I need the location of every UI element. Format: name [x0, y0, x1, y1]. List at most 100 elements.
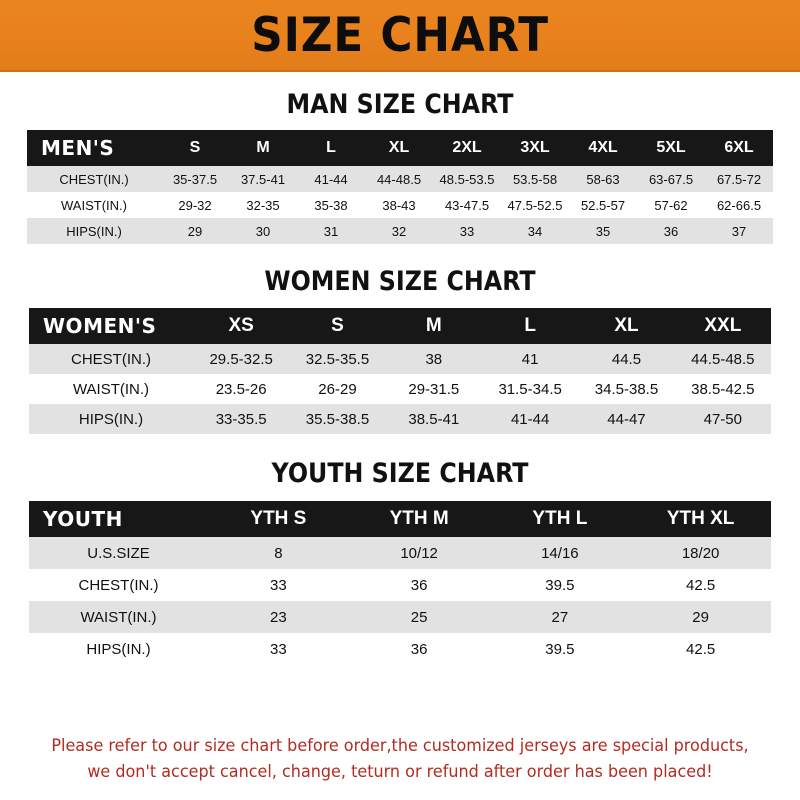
man-measurement-value: 63-67.5 — [648, 171, 694, 187]
man-size-column-header: 6XL — [724, 139, 754, 156]
man-measurement-value: 33 — [459, 223, 475, 239]
man-measurement-value: 32-35 — [246, 197, 280, 213]
youth-measurement-value: 14/16 — [541, 544, 579, 562]
youth-measurement-value: 27 — [551, 608, 569, 626]
youth-measurement-value: 29 — [692, 608, 709, 626]
youth-size-column-header: YTH L — [532, 508, 588, 529]
youth-measurement-value: 10/12 — [400, 544, 438, 562]
women-measurement-value: 41-44 — [510, 410, 550, 428]
man-measurement-value: 31 — [323, 223, 339, 239]
man-table-corner-label: MEN'S — [41, 136, 115, 160]
man-measurement-value: 34 — [527, 223, 543, 239]
men-size-table: MEN'S S M L XL 2XL 3XL 4XL 5XL 6XL CHEST(IN.) 35-3… — [27, 130, 773, 244]
youth-measurement-value: 8 — [274, 544, 283, 562]
man-measurement-value: 29-32 — [178, 197, 212, 213]
man-measurement-value: 32 — [391, 223, 407, 239]
man-measurement-value: 37 — [731, 223, 747, 239]
table-row: WAIST(IN.) 23.5-26 26-29 29-31.5 31.5-34.5 34… — [29, 374, 771, 404]
man-measurement-value: 37.5-41 — [240, 171, 286, 187]
youth-measurement-value: 39.5 — [545, 640, 575, 658]
women-size-column-header: XXL — [704, 315, 742, 336]
youth-table-corner-label: YOUTH — [43, 507, 123, 531]
youth-measurement-label: HIPS(IN.) — [86, 640, 151, 658]
youth-header-row: YOUTH YTH S YTH M YTH L YTH XL — [29, 501, 771, 537]
youth-size-column-header: YTH XL — [666, 508, 735, 529]
youth-measurement-label: WAIST(IN.) — [80, 608, 157, 626]
table-row: U.S.SIZE 8 10/12 14/16 18/20 — [29, 537, 771, 569]
women-section-title: WOMEN SIZE CHART — [264, 266, 536, 297]
man-measurement-value: 44-48.5 — [376, 171, 422, 187]
youth-measurement-label: CHEST(IN.) — [78, 576, 159, 594]
women-size-column-header: XL — [614, 315, 639, 336]
man-measurement-value: 58-63 — [586, 171, 620, 187]
table-row: WAIST(IN.) 23 25 27 29 — [29, 601, 771, 633]
women-measurement-value: 38.5-41 — [408, 410, 460, 428]
youth-section-title: YOUTH SIZE CHART — [271, 458, 529, 489]
order-policy-note: Please refer to our size chart before or… — [12, 733, 788, 786]
youth-measurement-value: 36 — [410, 640, 428, 658]
women-measurement-value: 23.5-26 — [215, 380, 267, 398]
women-measurement-value: 44-47 — [607, 410, 646, 428]
table-row: HIPS(IN.) 33-35.5 35.5-38.5 38.5-41 41-44 44-… — [29, 404, 771, 434]
size-chart-banner: SIZE CHART — [0, 0, 800, 72]
women-table-corner-label: WOMEN'S — [43, 314, 157, 338]
man-measurement-label: HIPS(IN.) — [66, 223, 122, 239]
man-measurement-value: 48.5-53.5 — [439, 171, 495, 187]
youth-size-column-header: YTH M — [389, 508, 449, 529]
women-table-body: CHEST(IN.) 29.5-32.5 32.5-35.5 38 41 44.5 44.5… — [29, 344, 771, 434]
man-measurement-value: 41-44 — [314, 171, 348, 187]
table-row: CHEST(IN.) 33 36 39.5 42.5 — [29, 569, 771, 601]
man-measurement-value: 52.5-57 — [580, 197, 626, 213]
women-measurement-value: 32.5-35.5 — [305, 350, 370, 368]
youth-size-column-header: YTH S — [250, 508, 307, 529]
man-size-column-header: 5XL — [656, 139, 686, 156]
youth-measurement-value: 36 — [410, 576, 428, 594]
youth-table-header: YOUTH YTH S YTH M YTH L YTH XL — [29, 501, 771, 537]
table-row: CHEST(IN.) 35-37.5 37.5-41 41-44 44-48.5 48.5… — [27, 166, 773, 192]
women-measurement-value: 29.5-32.5 — [209, 350, 273, 368]
youth-measurement-value: 42.5 — [686, 576, 716, 594]
women-measurement-value: 41 — [521, 350, 539, 368]
man-size-column-header: 4XL — [588, 139, 618, 156]
man-measurement-value: 35-37.5 — [172, 171, 218, 187]
women-measurement-value: 35.5-38.5 — [305, 410, 370, 428]
youth-measurement-value: 39.5 — [545, 576, 575, 594]
man-measurement-value: 35 — [595, 223, 611, 239]
man-measurement-label: CHEST(IN.) — [59, 171, 129, 187]
women-measurement-value: 38 — [425, 350, 443, 368]
women-measurement-label: WAIST(IN.) — [72, 380, 150, 398]
page-title: SIZE CHART — [251, 7, 549, 63]
man-size-column-header: 3XL — [520, 139, 550, 156]
youth-measurement-value: 25 — [410, 608, 428, 626]
man-size-column-header: 2XL — [452, 139, 482, 156]
youth-measurement-value: 18/20 — [681, 544, 720, 562]
man-measurement-value: 53.5-58 — [512, 171, 558, 187]
women-measurement-value: 34.5-38.5 — [594, 380, 659, 398]
women-size-column-header: XS — [228, 315, 254, 336]
man-measurement-value: 57-62 — [654, 197, 688, 213]
women-measurement-value: 26-29 — [318, 380, 357, 398]
order-policy-line-2: we don't accept cancel, change, teturn o… — [87, 762, 713, 782]
women-measurement-label: HIPS(IN.) — [78, 410, 144, 428]
man-measurement-value: 36 — [663, 223, 679, 239]
table-row: WAIST(IN.) 29-32 32-35 35-38 38-43 43-47.5 47.… — [27, 192, 773, 218]
women-size-column-header: S — [331, 315, 344, 336]
women-table-header: WOMEN'S XS S M L XL XXL — [29, 308, 771, 344]
women-measurement-value: 38.5-42.5 — [691, 380, 755, 398]
man-measurement-value: 35-38 — [314, 197, 348, 213]
youth-measurement-value: 42.5 — [686, 640, 716, 658]
youth-measurement-value: 33 — [270, 576, 287, 594]
order-policy-line-1: Please refer to our size chart before or… — [51, 735, 749, 755]
man-size-column-header: L — [326, 139, 336, 156]
women-size-column-header: M — [425, 315, 442, 336]
men-header-row: MEN'S S M L XL 2XL 3XL 4XL 5XL 6XL — [27, 130, 773, 166]
youth-measurement-value: 23 — [270, 608, 287, 626]
women-measurement-value: 31.5-34.5 — [498, 380, 562, 398]
youth-measurement-value: 33 — [270, 640, 287, 658]
man-measurement-label: WAIST(IN.) — [61, 197, 127, 213]
man-measurement-value: 29 — [187, 223, 203, 239]
man-size-column-header: S — [189, 139, 201, 156]
table-row: CHEST(IN.) 29.5-32.5 32.5-35.5 38 41 44.5 44.5… — [29, 344, 771, 374]
man-section-title: MAN SIZE CHART — [286, 89, 514, 120]
women-measurement-value: 44.5-48.5 — [691, 350, 755, 368]
